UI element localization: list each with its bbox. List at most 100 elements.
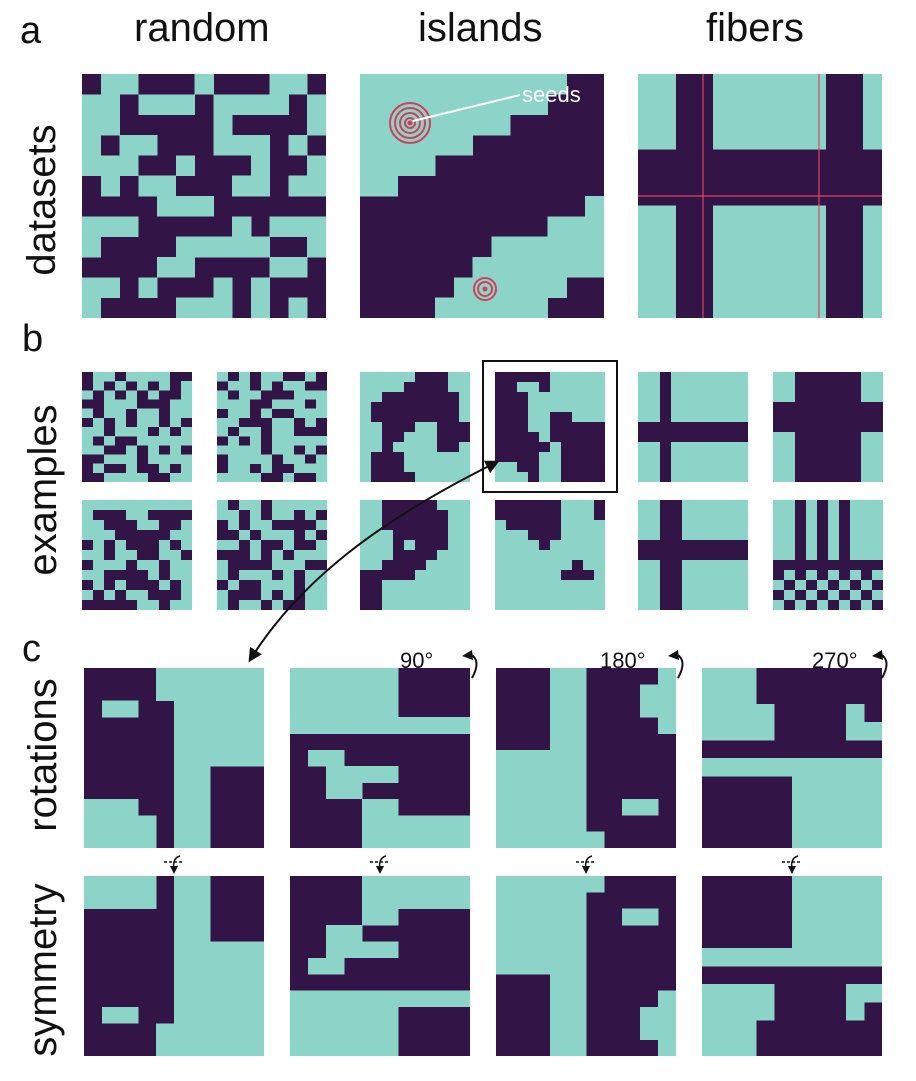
grid-cell (810, 794, 829, 813)
grid-cell (174, 668, 193, 685)
grid-cell (872, 520, 883, 531)
grid-cell (649, 412, 661, 423)
grid-cell (850, 510, 862, 521)
grid-cell (638, 510, 650, 521)
grid-cell (232, 135, 252, 156)
grid-cell (437, 452, 449, 463)
grid-cell (594, 550, 605, 561)
grid-cell (283, 436, 295, 446)
grid-cell (715, 462, 727, 473)
mirror-icon-180 (576, 855, 596, 874)
grid-cell (82, 510, 94, 521)
grid-cell (738, 1020, 757, 1039)
grid-symmetry-270 (702, 876, 882, 1056)
grid-cell (550, 462, 562, 473)
grid-cell (850, 520, 862, 531)
grid-cell (682, 520, 694, 531)
grid-cell (448, 500, 460, 511)
column-title-random: random (134, 6, 270, 50)
grid-cell (640, 798, 659, 816)
grid-cell (773, 372, 785, 383)
grid-cell (726, 412, 738, 423)
grid-cell (305, 463, 317, 474)
grid-cell (344, 782, 363, 800)
grid-cell (459, 472, 470, 482)
grid-cell (294, 390, 306, 400)
grid-cell (448, 510, 460, 521)
grid-cell (828, 500, 840, 511)
grid-cell (550, 452, 562, 463)
grid-cell (435, 297, 455, 318)
grid-cell (228, 436, 240, 446)
grid-cell (269, 216, 289, 238)
grid-cell (126, 390, 138, 400)
grid-cell (250, 550, 262, 561)
grid-cell (159, 381, 171, 391)
grid-cell (119, 155, 139, 177)
grid-cell (594, 580, 605, 591)
grid-cell (656, 74, 676, 94)
grid-cell (415, 600, 427, 610)
grid-cell (371, 530, 383, 541)
grid-cell (828, 758, 847, 777)
grid-cell (104, 530, 116, 541)
grid-cell (704, 462, 716, 473)
grid-cell (170, 472, 182, 482)
grid-cell (232, 175, 252, 197)
grid-cell (239, 372, 251, 382)
grid-cell (495, 590, 507, 601)
grid-cell (738, 1038, 757, 1056)
grid-cell (693, 510, 705, 521)
grid-cell (305, 570, 317, 581)
grid-cell (213, 114, 233, 136)
grid-cell (638, 600, 650, 610)
grid-cell (344, 766, 363, 783)
grid-cell (100, 94, 120, 116)
grid-cell (380, 766, 399, 783)
grid-cell (806, 530, 818, 541)
grid-cell (181, 560, 192, 571)
grid-cell (246, 684, 264, 702)
grid-cell (594, 412, 605, 423)
grid-cell (174, 990, 193, 1008)
grid-cell (93, 580, 105, 591)
grid-cell (550, 990, 569, 1008)
grid-cell (100, 74, 120, 95)
grid-cell (138, 175, 158, 197)
grid-cell (404, 590, 416, 601)
grid-cell (246, 941, 264, 959)
grid-cell (495, 570, 507, 581)
grid-cell (437, 550, 449, 561)
grid-cell (649, 580, 661, 591)
grid-cell (784, 540, 796, 551)
grid-cell (102, 876, 121, 893)
grid-cell (731, 111, 751, 131)
grid-cell (550, 580, 562, 591)
grid-cell (316, 390, 327, 400)
grid-cell (713, 111, 733, 131)
grid-cell (397, 94, 417, 116)
grid-cell (566, 216, 586, 238)
grid-cell (737, 452, 748, 463)
grid-cell (491, 236, 511, 258)
grid-cell (239, 530, 251, 541)
grid-cell (148, 372, 160, 382)
grid-cell (82, 277, 102, 299)
grid-cell (496, 749, 515, 767)
grid-cell (115, 427, 127, 437)
grid-cell (192, 957, 211, 975)
grid-cell (720, 1020, 739, 1039)
grid-cell (305, 600, 317, 610)
grid-cell (102, 831, 121, 848)
grid-cell (305, 550, 317, 561)
grid-cell (82, 94, 102, 116)
grid-cell (715, 402, 727, 413)
grid-cell (872, 570, 883, 581)
grid-cell (693, 412, 705, 423)
grid-cell (539, 550, 551, 561)
grid-cell (750, 111, 770, 131)
grid-cell (726, 560, 738, 571)
grid-cell (726, 500, 738, 511)
grid-cell (217, 600, 229, 610)
grid-cell (100, 155, 120, 177)
